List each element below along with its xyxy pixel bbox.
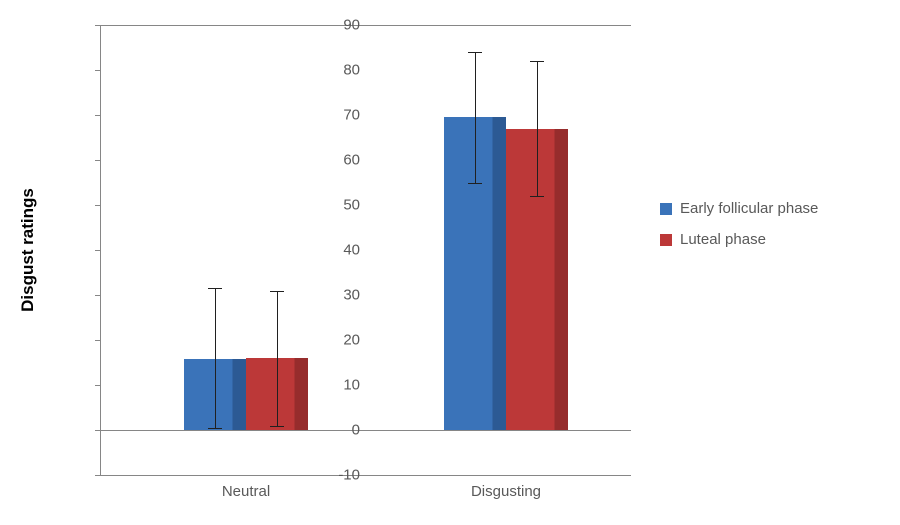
y-tick <box>95 115 101 116</box>
error-bar <box>475 52 476 183</box>
legend-label: Luteal phase <box>680 231 766 248</box>
y-tick <box>95 340 101 341</box>
legend-item: Luteal phase <box>660 231 818 248</box>
y-tick-label: 30 <box>320 287 360 304</box>
error-bar <box>537 61 538 196</box>
y-tick-label: -10 <box>320 467 360 484</box>
error-bar <box>277 291 278 426</box>
y-tick <box>95 295 101 296</box>
y-tick <box>95 475 101 476</box>
category-label: Disgusting <box>471 483 541 500</box>
legend-swatch <box>660 203 672 215</box>
plot-area: NeutralDisgusting <box>100 25 631 476</box>
legend: Early follicular phase Luteal phase <box>660 200 818 262</box>
legend-item: Early follicular phase <box>660 200 818 217</box>
y-tick <box>95 160 101 161</box>
category-label: Neutral <box>222 483 270 500</box>
legend-label: Early follicular phase <box>680 200 818 217</box>
y-tick-label: 40 <box>320 242 360 259</box>
error-bar <box>215 288 216 428</box>
error-cap <box>468 183 482 184</box>
y-tick-label: 60 <box>320 152 360 169</box>
error-cap <box>208 428 222 429</box>
y-tick-label: 90 <box>320 17 360 34</box>
y-tick <box>95 205 101 206</box>
y-axis-label: Disgust ratings <box>18 188 38 312</box>
error-cap <box>270 426 284 427</box>
y-tick-label: 0 <box>320 422 360 439</box>
y-tick-label: 80 <box>320 62 360 79</box>
grid-line <box>101 25 631 26</box>
error-cap <box>530 61 544 62</box>
y-tick-label: 70 <box>320 107 360 124</box>
y-tick-label: 20 <box>320 332 360 349</box>
error-cap <box>208 288 222 289</box>
y-tick <box>95 25 101 26</box>
y-tick <box>95 250 101 251</box>
y-tick-label: 50 <box>320 197 360 214</box>
y-tick <box>95 70 101 71</box>
error-cap <box>468 52 482 53</box>
error-cap <box>270 291 284 292</box>
y-tick-label: 10 <box>320 377 360 394</box>
legend-swatch <box>660 234 672 246</box>
baseline <box>101 430 631 431</box>
y-tick <box>95 385 101 386</box>
error-cap <box>530 196 544 197</box>
chart-container: NeutralDisgusting Disgust ratings Early … <box>0 0 900 525</box>
